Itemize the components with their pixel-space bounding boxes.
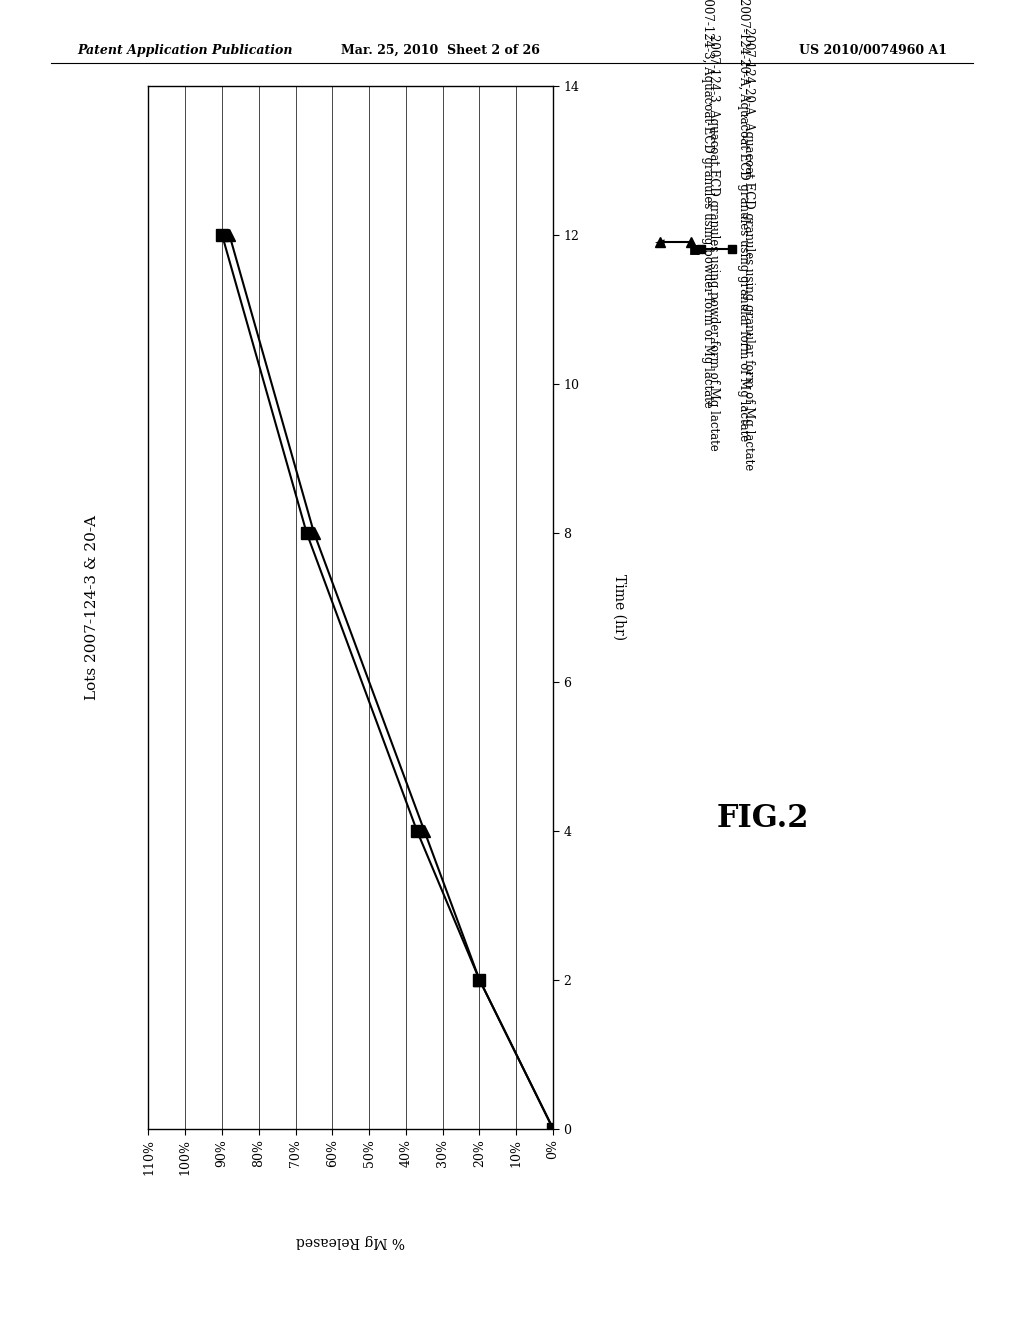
Text: Patent Application Publication: Patent Application Publication (77, 44, 292, 57)
Text: ◄—: ◄— (654, 236, 677, 248)
Text: 2007-124-3, Aquacoat ECD granules using powder form of Mg lactate: 2007-124-3, Aquacoat ECD granules using … (701, 0, 715, 408)
Text: Time (hr): Time (hr) (612, 574, 627, 640)
Text: FIG.2: FIG.2 (717, 803, 809, 834)
Text: 2007-124-20-A, Aquacoat ECD granules using granular form of Mg lactate: 2007-124-20-A, Aquacoat ECD granules usi… (737, 0, 751, 441)
Text: US 2010/0074960 A1: US 2010/0074960 A1 (799, 44, 947, 57)
Text: % Mg Released: % Mg Released (296, 1234, 406, 1247)
Text: ■—: ■— (689, 243, 714, 255)
Text: Mar. 25, 2010  Sheet 2 of 26: Mar. 25, 2010 Sheet 2 of 26 (341, 44, 540, 57)
Text: Lots 2007-124-3 & 20-A: Lots 2007-124-3 & 20-A (85, 515, 99, 700)
Text: 2007-124-3, Aquacoat ECD granules using powder form of Mg lactate: 2007-124-3, Aquacoat ECD granules using … (707, 34, 720, 450)
Text: 2007-124-20-A, Aquacoat ECD granules using granular form of Mg lactate: 2007-124-20-A, Aquacoat ECD granules usi… (742, 28, 756, 470)
